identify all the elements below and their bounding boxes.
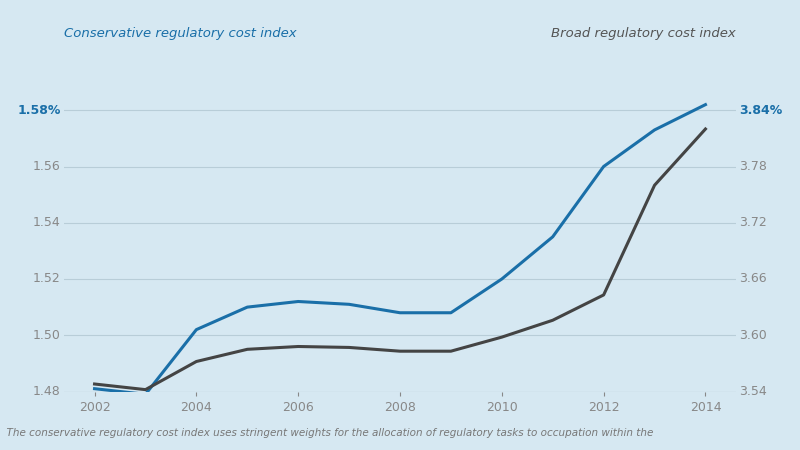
Text: 1.58%: 1.58% [18, 104, 61, 117]
Text: 1.50: 1.50 [33, 329, 61, 342]
Text: 3.78: 3.78 [739, 160, 767, 173]
Text: Broad regulatory cost index: Broad regulatory cost index [551, 27, 736, 40]
Text: 3.72: 3.72 [739, 216, 767, 229]
Text: 1.52: 1.52 [33, 273, 61, 285]
Text: 1.54: 1.54 [33, 216, 61, 229]
Text: The conservative regulatory cost index uses stringent weights for the allocation: The conservative regulatory cost index u… [0, 428, 654, 438]
Text: 3.54: 3.54 [739, 385, 767, 398]
Text: 1.56: 1.56 [33, 160, 61, 173]
Text: 3.60: 3.60 [739, 329, 767, 342]
Text: 3.66: 3.66 [739, 273, 767, 285]
Text: 1.48: 1.48 [33, 385, 61, 398]
Text: Conservative regulatory cost index: Conservative regulatory cost index [64, 27, 297, 40]
Text: 3.84%: 3.84% [739, 104, 782, 117]
